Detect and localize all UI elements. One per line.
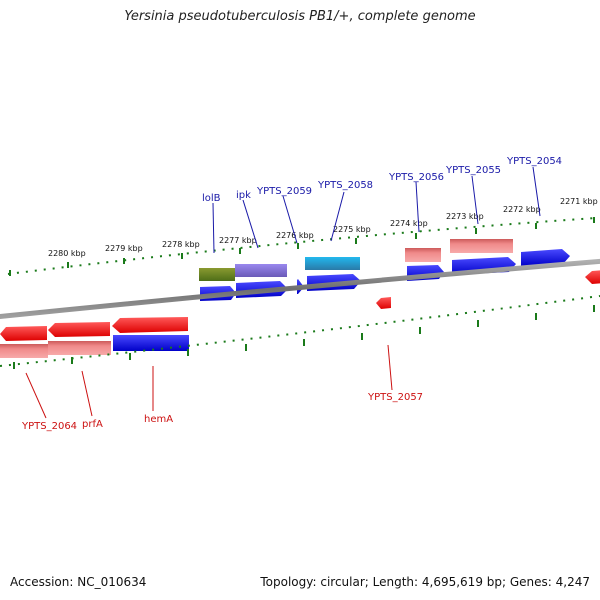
gene-YPTS-2054 (521, 249, 570, 266)
feature-lolB (199, 268, 235, 281)
gene-label: YPTS_2056 (388, 172, 444, 183)
figure-title: Yersinia pseudotuberculosis PB1/+, compl… (124, 9, 476, 24)
gene-prfA (48, 322, 110, 337)
kbp-label: 2271 kbp (560, 197, 598, 206)
kbp-label: 2275 kbp (333, 225, 371, 234)
kbp-label: 2278 kbp (162, 240, 200, 249)
kbp-label: 2272 kbp (503, 205, 541, 214)
kbp-label: 2273 kbp (446, 212, 484, 221)
feature-YPTS-2056 (405, 248, 441, 262)
kbp-label: 2279 kbp (105, 244, 143, 253)
reverse-gene-labels: YPTS_2064 prfA hemA YPTS_2057 (21, 392, 423, 432)
feature-ipk (235, 264, 287, 277)
tick-arc-upper (7, 217, 597, 275)
forward-gene-labels: lolB ipk YPTS_2059 YPTS_2058 YPTS_2056 Y… (202, 156, 562, 204)
gene-label: YPTS_2064 (21, 421, 77, 432)
gene-label: YPTS_2059 (256, 186, 312, 197)
feature-prfA (48, 341, 111, 355)
kbp-label: 2274 kbp (390, 219, 428, 228)
gene-hemA (112, 317, 188, 333)
gene-label: YPTS_2054 (506, 156, 562, 167)
kbp-labels: 2280 kbp 2279 kbp 2278 kbp 2277 kbp 2276… (48, 197, 598, 258)
genome-summary-text: Topology: circular; Length: 4,695,619 bp… (260, 575, 590, 589)
gene-label: YPTS_2058 (317, 180, 373, 191)
gene-label: prfA (82, 419, 103, 430)
reverse-tick-ring (0, 295, 600, 369)
kbp-label: 2280 kbp (48, 249, 86, 258)
major-ticks-upper (9, 217, 595, 276)
kbp-label: 2277 kbp (219, 236, 257, 245)
feature-hemA (113, 335, 189, 351)
gene-YPTS-2064 (0, 326, 47, 341)
reverse-genes (0, 270, 600, 341)
feature-YPTS-2055 (450, 239, 513, 253)
major-ticks-lower (13, 305, 595, 369)
forward-leader-lines (212, 166, 541, 254)
genome-backbone (0, 258, 600, 320)
gene-label: YPTS_2055 (445, 165, 501, 176)
gene-label: hemA (144, 414, 173, 425)
feature-track-upper (199, 239, 513, 281)
accession-text: Accession: NC_010634 (10, 575, 147, 589)
gene-offscreen-right (585, 270, 600, 284)
gene-YPTS-2057 (376, 297, 391, 309)
gene-label: lolB (202, 193, 221, 204)
feature-YPTS-2058 (305, 257, 360, 270)
gene-label: ipk (236, 190, 251, 201)
feature-YPTS-2064 (0, 344, 48, 358)
reverse-leader-lines (25, 344, 393, 419)
forward-tick-ring (7, 217, 597, 276)
gene-label: YPTS_2057 (367, 392, 423, 403)
